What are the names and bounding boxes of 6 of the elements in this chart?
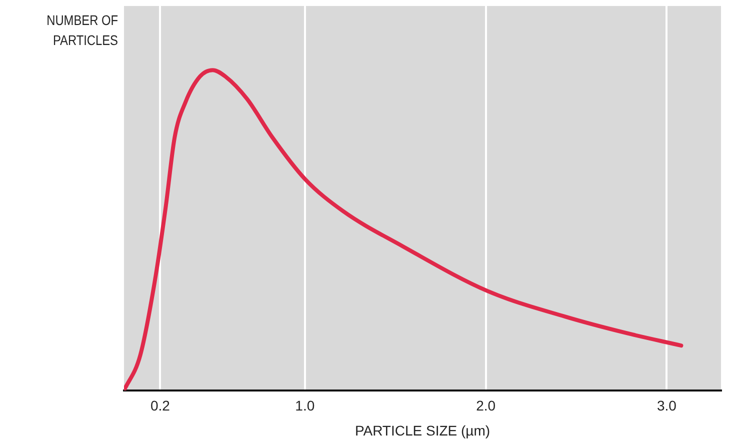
x-tick-label: 1.0: [295, 398, 315, 414]
x-tick-label: 3.0: [656, 398, 677, 414]
x-tick-label: 2.0: [476, 398, 496, 414]
y-axis-title: NUMBER OF PARTICLES: [46, 11, 118, 50]
x-axis-title: PARTICLE SIZE (µm): [354, 422, 490, 438]
x-tick-label: 0.2: [150, 398, 170, 414]
